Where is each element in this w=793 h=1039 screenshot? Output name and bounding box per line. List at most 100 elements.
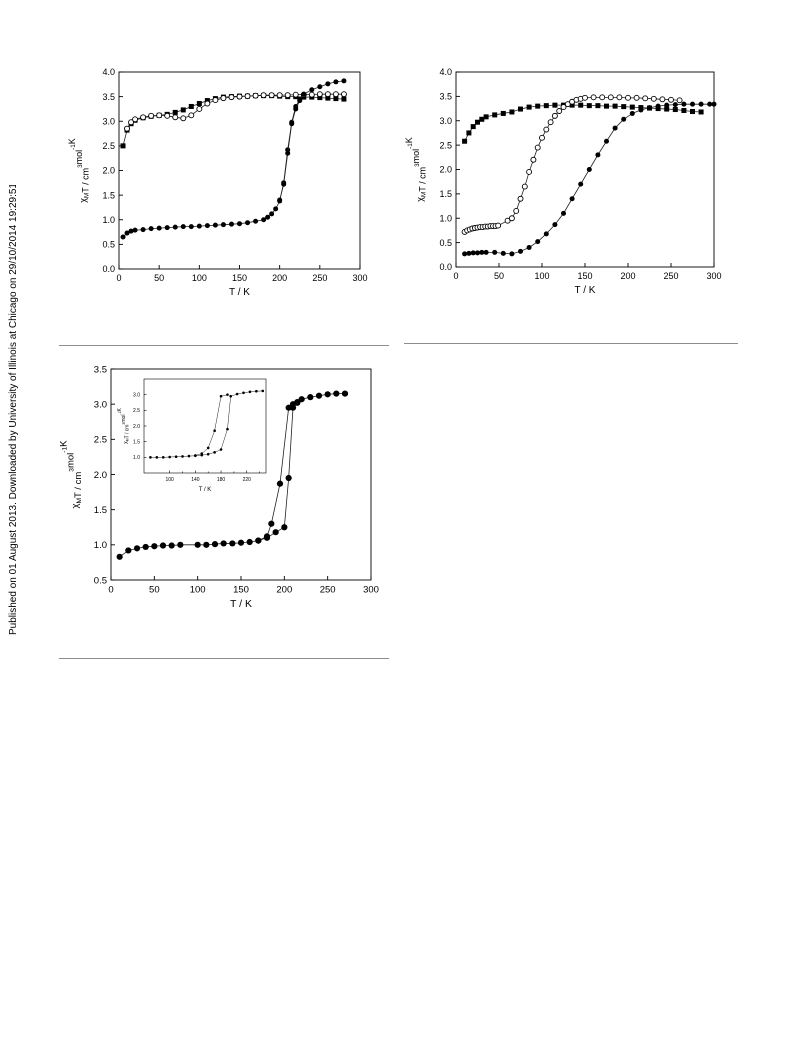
data-point-filled-circle: [535, 239, 541, 245]
data-point-filled-circle: [638, 107, 644, 113]
data-point-filled-circle: [261, 217, 267, 223]
data-point-open-circle: [140, 114, 147, 121]
data-point-filled-circle: [612, 125, 618, 131]
data-point-filled-circle: [229, 540, 236, 547]
y-tick-label: 1.5: [133, 439, 140, 445]
data-point-open-circle: [276, 92, 283, 99]
inset-chart: 100 140 180 220 1.0 1.5 2.0 2.5 3.0 T / K χMT / cm…: [117, 378, 267, 493]
x-tick-label: 0: [116, 273, 121, 283]
y-tick-label: 1.5: [102, 190, 115, 200]
x-tick-label: 0: [108, 585, 113, 596]
y-tick-label: 0.5: [439, 238, 452, 248]
data-point-filled-circle: [698, 101, 704, 107]
data-point-filled-circle: [211, 541, 219, 548]
data-point-filled-circle: [180, 224, 186, 230]
data-point-filled-circle: [196, 223, 202, 229]
data-point-open-circle: [252, 92, 259, 99]
y-tick-label: 3.0: [133, 392, 140, 398]
data-point-open-circle: [590, 94, 597, 101]
x-tick-label: 250: [312, 273, 327, 283]
data-point-filled-circle: [500, 250, 506, 256]
data-point-filled-circle: [226, 393, 229, 396]
data-point-square: [681, 108, 687, 114]
data-point-filled-circle: [156, 225, 162, 231]
data-point-square: [698, 109, 704, 115]
y-tick-label: 3.0: [439, 116, 452, 126]
data-point-filled-circle: [161, 456, 165, 459]
divider-right-1: [404, 343, 738, 344]
y-axis-label-part: K: [59, 440, 70, 447]
y-axis-label-part: T / cm: [125, 425, 131, 439]
data-point-filled-circle: [149, 456, 152, 459]
data-point-square: [120, 143, 126, 149]
data-point-square: [552, 102, 558, 108]
y-axis-label-part: -1: [118, 411, 122, 414]
data-point-filled-circle: [263, 533, 271, 540]
data-point-filled-circle: [707, 101, 713, 107]
data-point-filled-circle: [672, 102, 678, 108]
data-point-filled-circle: [595, 152, 601, 158]
chart-top-left-svg: 0 50 100 150 200 250 300 0.0 0.5 1.0 1.5 2.0 2.5 3.0 3…: [67, 67, 367, 298]
data-point-open-circle: [551, 112, 558, 119]
data-point-open-circle: [148, 112, 155, 119]
data-point-filled-circle: [462, 251, 468, 257]
data-point-open-circle: [268, 92, 275, 99]
data-point-square: [500, 110, 506, 116]
data-point-open-circle: [521, 183, 528, 190]
data-point-filled-circle: [245, 220, 251, 226]
data-point-filled-circle: [301, 91, 307, 97]
data-point-filled-circle: [194, 454, 197, 457]
data-point-square: [535, 103, 541, 109]
data-point-square: [483, 114, 489, 120]
data-point-open-circle: [508, 215, 515, 222]
data-point-filled-circle: [518, 248, 523, 254]
x-tick-label: 0: [453, 271, 458, 281]
x-tick-label: 150: [232, 273, 247, 283]
x-axis-label: T / K: [575, 285, 596, 296]
data-point-filled-circle: [255, 389, 258, 393]
data-point-open-circle: [128, 119, 134, 126]
y-axis-label-part: T / cm: [418, 167, 428, 192]
y-axis-label-part: -1: [407, 143, 414, 149]
y-axis-label: χMT / cm3mol-1K: [117, 407, 131, 443]
x-tick-label: 100: [190, 585, 206, 596]
data-point-open-circle: [244, 93, 251, 100]
series-line: [119, 393, 345, 558]
x-axis-label: T / K: [230, 598, 252, 610]
data-point-filled-circle: [200, 452, 204, 455]
data-point-open-circle: [220, 95, 227, 102]
data-point-open-circle: [616, 94, 623, 101]
divider-left-2: [59, 658, 389, 659]
chart-top-right: 0 50 100 150 200 250 300 0.0 0.5 1.0 1.5 2.0 2.5 3.0 3…: [404, 60, 730, 300]
data-point-filled-circle: [604, 138, 609, 144]
y-tick-label: 1.0: [133, 455, 140, 461]
x-tick-label: 200: [272, 273, 287, 283]
plot-frame: [118, 71, 361, 270]
data-point-filled-circle: [483, 249, 489, 255]
data-point-square: [543, 103, 549, 109]
y-axis-label-part: M: [126, 438, 130, 441]
x-axis-label: T / K: [229, 287, 250, 298]
y-axis-label-part: mol: [66, 453, 77, 468]
data-point-open-circle: [324, 91, 331, 98]
data-point-square: [492, 112, 498, 118]
data-point-filled-circle: [124, 230, 130, 236]
data-point-filled-circle: [168, 455, 171, 459]
data-point-square: [172, 109, 178, 115]
data-point-filled-circle: [120, 234, 126, 240]
watermark-text: Published on 01 August 2013. Downloaded …: [8, 185, 19, 635]
data-point-square: [462, 138, 468, 144]
data-point-square: [466, 130, 472, 136]
x-tick-label: 220: [243, 477, 252, 483]
y-axis-label-part: M: [421, 192, 428, 197]
data-point-filled-circle: [333, 390, 340, 397]
data-point-square: [470, 124, 476, 130]
data-point-filled-circle: [220, 222, 226, 228]
y-axis-label-part: 3: [77, 164, 84, 168]
x-tick-label: 150: [577, 271, 592, 281]
plot-frame: [455, 71, 715, 268]
data-point-filled-circle: [220, 540, 227, 547]
data-point-filled-circle: [172, 224, 178, 230]
data-point-open-circle: [124, 125, 130, 132]
y-tick-label: 4.0: [439, 67, 452, 77]
